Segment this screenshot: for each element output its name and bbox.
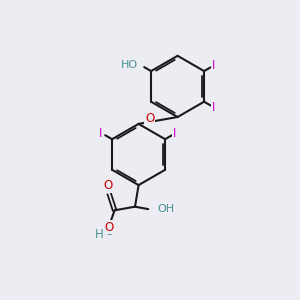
- Text: O: O: [103, 179, 112, 192]
- Text: I: I: [212, 59, 216, 72]
- Text: OH: OH: [157, 204, 174, 214]
- Text: HO: HO: [121, 60, 138, 70]
- Text: H: H: [95, 228, 104, 241]
- Text: HO: HO: [98, 227, 115, 237]
- Text: I: I: [212, 101, 216, 114]
- Text: O: O: [145, 112, 154, 125]
- Text: O: O: [105, 221, 114, 234]
- Text: I: I: [173, 127, 177, 140]
- Text: I: I: [99, 127, 102, 140]
